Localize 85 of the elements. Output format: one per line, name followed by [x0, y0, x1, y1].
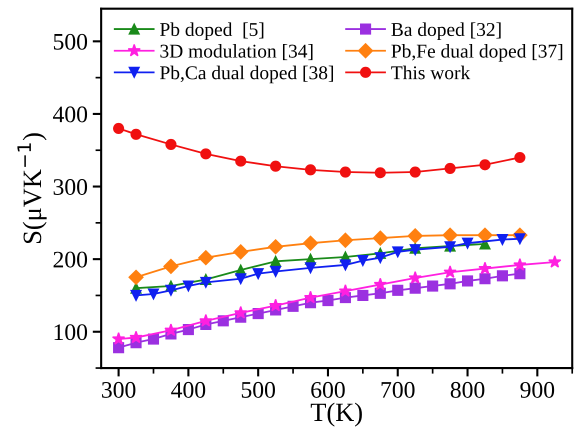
- y-tick-label: 300: [54, 179, 88, 195]
- x-tick-label: 700: [382, 382, 415, 398]
- x-tick-label: 400: [171, 382, 206, 398]
- point: [479, 273, 491, 284]
- x-tick-label: 600: [311, 382, 345, 398]
- point: [410, 166, 421, 178]
- point: [113, 342, 124, 354]
- point: [270, 256, 282, 267]
- point: [338, 284, 352, 297]
- point: [235, 273, 246, 284]
- legend-label: Ba doped [32]: [391, 22, 501, 40]
- point: [200, 148, 212, 160]
- point: [408, 271, 422, 284]
- point: [165, 284, 176, 296]
- point: [200, 276, 212, 288]
- point: [322, 294, 334, 306]
- point: [443, 265, 457, 278]
- point: [496, 234, 508, 246]
- point: [548, 255, 562, 268]
- point: [268, 239, 284, 254]
- point: [462, 238, 474, 249]
- point: [233, 244, 248, 260]
- point: [270, 160, 282, 172]
- x-tick-label: 500: [242, 382, 275, 398]
- y-tick-label: 100: [54, 324, 88, 340]
- point: [198, 250, 214, 266]
- point: [513, 258, 527, 271]
- point: [199, 314, 212, 327]
- legend-label: Pb,Fe dual doped [37]: [391, 44, 562, 62]
- point: [374, 288, 386, 299]
- y-axis-title: S(μVK$^{−1}$): [17, 133, 47, 244]
- x-axis-title: T(K): [310, 402, 362, 427]
- point: [148, 288, 160, 300]
- point: [374, 252, 386, 264]
- y-tick-label: 500: [54, 34, 88, 50]
- point: [372, 230, 388, 246]
- y-tick-label: 200: [54, 252, 88, 268]
- point: [408, 228, 423, 244]
- point: [477, 228, 493, 243]
- point: [442, 228, 458, 243]
- point: [304, 262, 316, 274]
- point: [479, 159, 491, 170]
- point: [410, 282, 421, 294]
- point: [340, 259, 351, 271]
- point: [462, 275, 474, 286]
- point: [113, 122, 124, 134]
- x-tick-label: 300: [102, 382, 136, 398]
- legend-label: 3D modulation [34]: [160, 44, 312, 60]
- point: [164, 323, 178, 336]
- point: [130, 128, 142, 140]
- point: [392, 284, 404, 296]
- point: [252, 268, 264, 280]
- point: [340, 166, 351, 178]
- point: [304, 164, 316, 176]
- legend-label: This work: [391, 66, 470, 80]
- x-tick-label: 900: [520, 382, 554, 398]
- point: [374, 278, 387, 290]
- point: [235, 156, 246, 167]
- point: [128, 270, 144, 285]
- point: [130, 290, 142, 301]
- point: [514, 152, 526, 164]
- point: [304, 290, 318, 304]
- point: [357, 290, 368, 301]
- point: [444, 162, 456, 174]
- y-tick-label: 400: [53, 106, 88, 122]
- point: [478, 262, 492, 274]
- point: [302, 236, 318, 251]
- point: [165, 138, 176, 150]
- legend-label: Pb,Ca dual doped [38]: [160, 66, 334, 84]
- point: [112, 332, 126, 345]
- point: [268, 298, 282, 312]
- point: [357, 255, 368, 266]
- point: [163, 258, 179, 274]
- x-tick-label: 800: [450, 382, 484, 398]
- point: [234, 306, 248, 319]
- legend-label: Pb doped [5]: [160, 22, 264, 40]
- point: [496, 270, 508, 282]
- point: [444, 278, 456, 290]
- point: [338, 232, 353, 248]
- point: [374, 167, 386, 178]
- point: [392, 246, 404, 258]
- point: [129, 330, 143, 344]
- point: [270, 266, 282, 278]
- point: [182, 280, 194, 292]
- point: [427, 280, 438, 292]
